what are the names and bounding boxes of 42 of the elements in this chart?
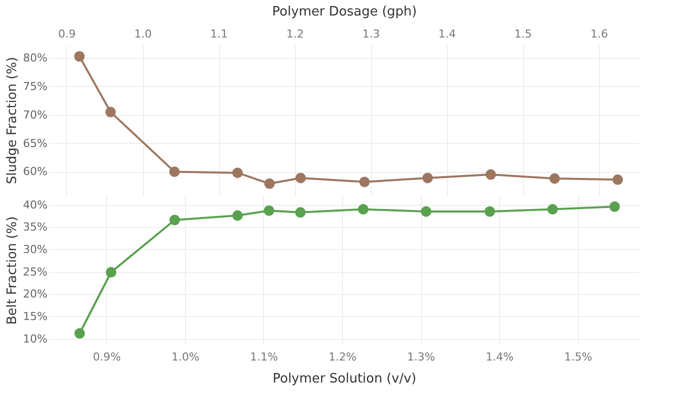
x2-tick-label: 1.6: [590, 28, 608, 40]
y-tick-label: 60%: [23, 165, 48, 178]
point: [295, 207, 306, 218]
x-tick-label: 1.0%: [171, 350, 200, 364]
point: [358, 204, 368, 215]
y-axis-title: Sludge Fraction (%): [5, 56, 20, 184]
y-tick-label: 20%: [23, 288, 48, 301]
y-tick-label: 70%: [23, 108, 48, 122]
point: [169, 214, 180, 226]
y-tick-label: 80%: [23, 52, 48, 65]
point: [484, 206, 495, 217]
point: [232, 210, 243, 221]
x-tick-label: 1.5%: [564, 350, 592, 364]
y-axis-title: Belt Fraction (%): [5, 216, 20, 325]
y-tick-label: 75%: [23, 80, 48, 93]
y-tick-label: 35%: [23, 220, 48, 234]
x-axis-title: Polymer Solution (v/v): [272, 372, 416, 386]
y-tick-label: 30%: [23, 242, 48, 256]
x-tick-label: 1.1%: [250, 350, 278, 364]
y-tick-label: 65%: [23, 136, 48, 150]
x2-tick-label: 1.4: [438, 28, 456, 40]
x-tick-label: 0.9%: [92, 350, 121, 364]
x2-tick-label: 1.0: [134, 28, 152, 40]
x2-tick-label: 0.9: [58, 28, 76, 40]
point: [106, 267, 116, 278]
y-tick-label: 10%: [23, 332, 48, 346]
x-tick-label: 1.2%: [328, 350, 357, 364]
x2-tick-label: 1.5: [514, 28, 532, 40]
point: [609, 201, 620, 212]
y-tick-label: 25%: [23, 265, 48, 278]
y-tick-label: 15%: [23, 310, 48, 323]
x2-tick-label: 1.1: [210, 28, 228, 40]
point: [74, 328, 85, 339]
point: [420, 206, 432, 217]
x-tick-label: 1.4%: [486, 350, 514, 364]
x-tick-label: 1.3%: [407, 350, 436, 364]
point: [547, 204, 558, 215]
x2-tick-label: 1.2: [286, 28, 304, 40]
y-tick-label: 40%: [23, 198, 48, 212]
x2-tick-label: 1.3: [362, 28, 380, 40]
x2-axis-title: Polymer Dosage (gph): [272, 4, 417, 20]
point: [264, 205, 274, 216]
